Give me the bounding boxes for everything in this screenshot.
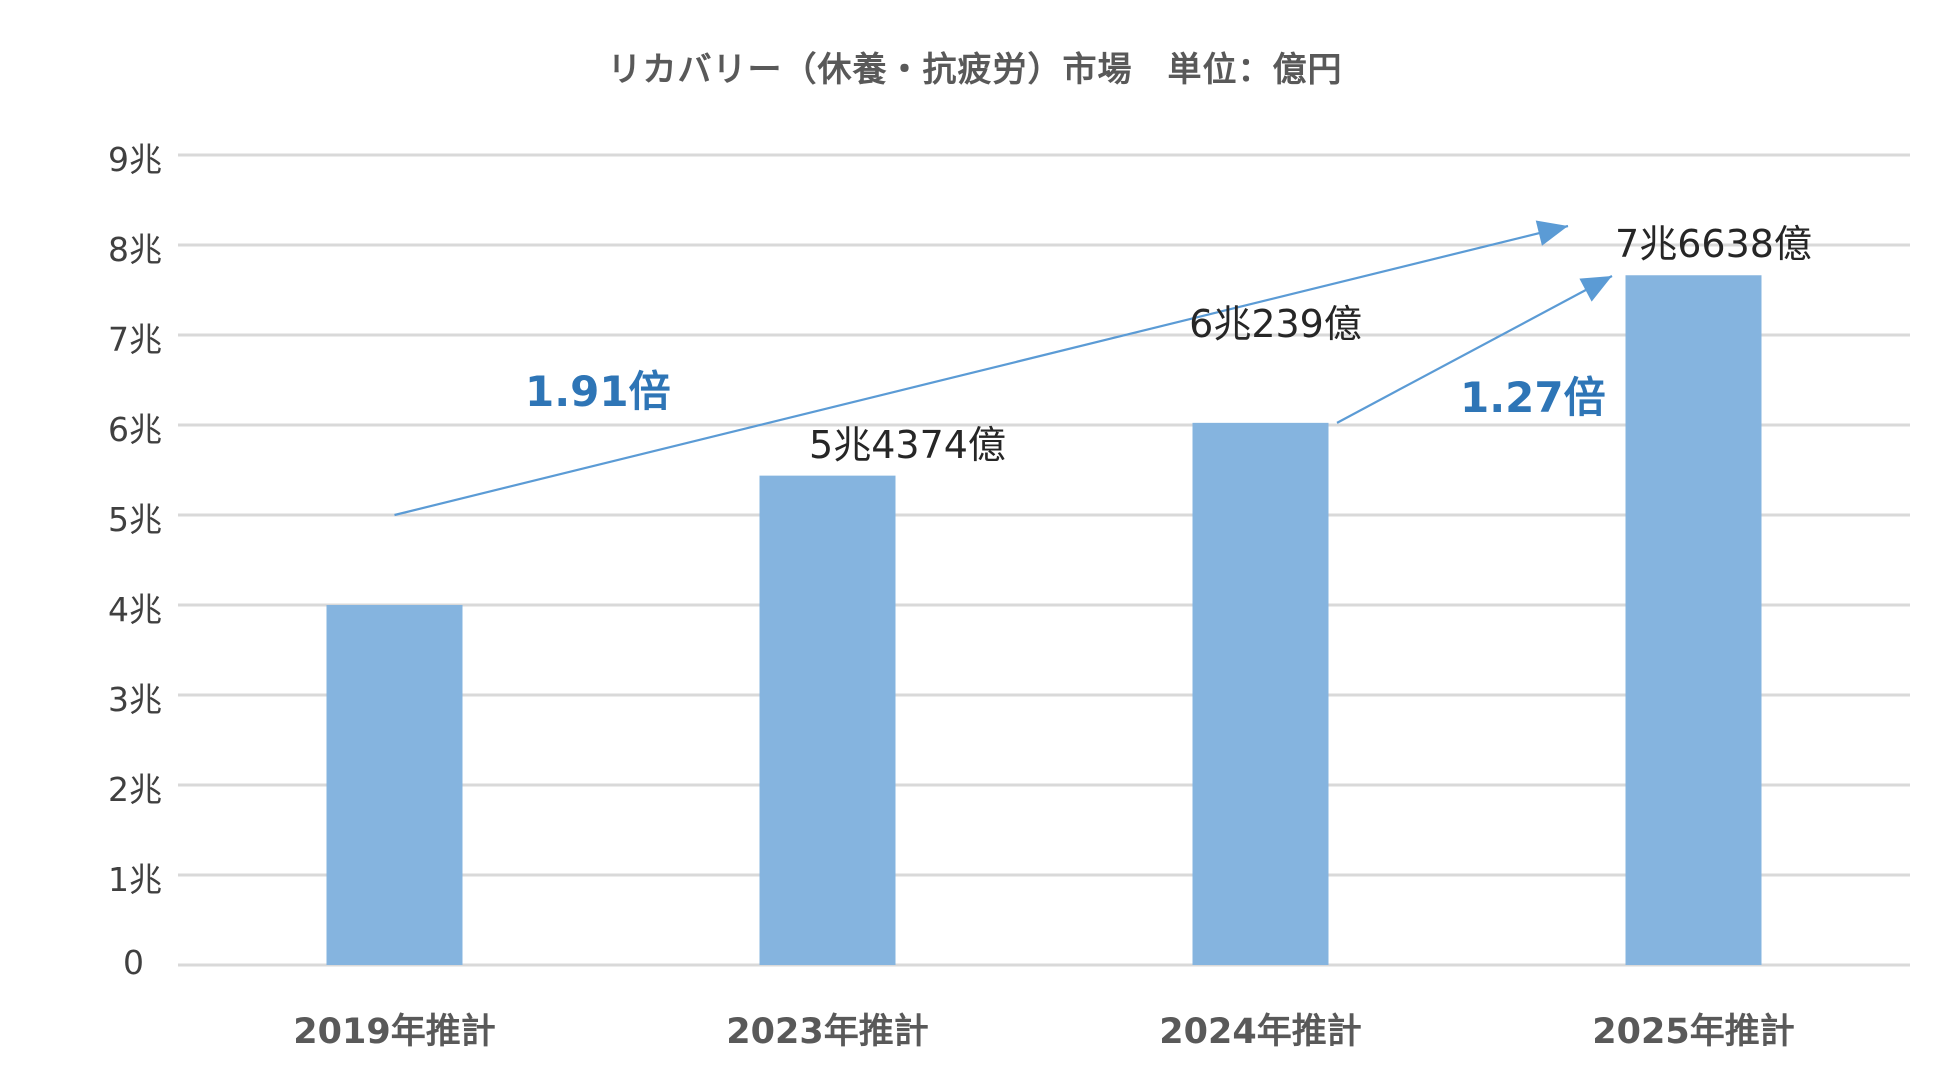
value-label: 7兆6638億 xyxy=(1615,222,1812,267)
arrowhead-icon xyxy=(1579,276,1612,302)
growth-arrow-2019-2025 xyxy=(394,224,1569,517)
growth-arrows xyxy=(394,220,1613,517)
arrowhead-icon xyxy=(1535,220,1568,246)
ratio-label-2024-2025: 1.27倍 xyxy=(1460,373,1606,422)
x-tick-label: 2025年推計 xyxy=(1592,1012,1795,1052)
growth-arrow-2024-2025 xyxy=(1336,275,1613,424)
value-label: 6兆239億 xyxy=(1189,301,1362,346)
y-tick-label: 0 xyxy=(123,943,144,982)
gridlines xyxy=(178,153,1910,967)
y-tick-label: 8兆 xyxy=(108,230,162,269)
value-label: 5兆4374億 xyxy=(809,422,1006,467)
y-tick-label: 1兆 xyxy=(108,860,162,899)
ratio-label-2019-2025: 1.91倍 xyxy=(525,367,671,416)
x-tick-label: 2024年推計 xyxy=(1159,1012,1362,1052)
x-tick-label: 2023年推計 xyxy=(726,1012,929,1052)
y-tick-label: 2兆 xyxy=(108,770,162,809)
x-tick-label: 2019年推計 xyxy=(293,1012,496,1052)
bars xyxy=(326,275,1762,965)
chart-title: リカバリー（休養・抗疲労）市場 単位：億円 xyxy=(607,50,1343,90)
bar xyxy=(1192,422,1329,965)
bar xyxy=(759,475,896,965)
y-tick-label: 6兆 xyxy=(108,410,162,449)
y-tick-label: 3兆 xyxy=(108,680,162,719)
bar xyxy=(1625,275,1762,965)
y-tick-label: 9兆 xyxy=(108,140,162,179)
y-tick-label: 7兆 xyxy=(108,320,162,359)
y-tick-label: 5兆 xyxy=(108,500,162,539)
bar xyxy=(326,605,463,965)
y-tick-label: 4兆 xyxy=(108,590,162,629)
